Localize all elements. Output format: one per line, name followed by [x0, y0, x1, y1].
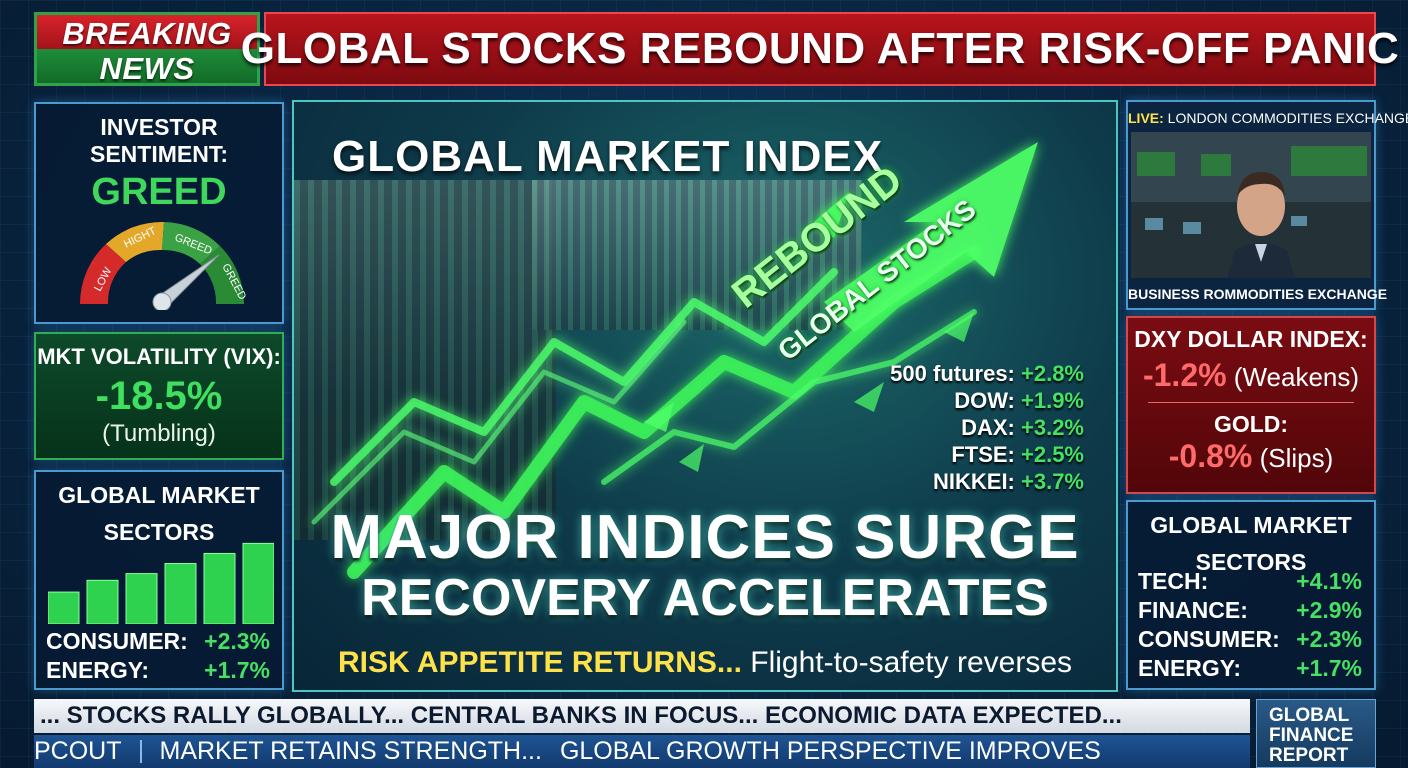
news-ticker-bottom: PCOUT MARKET RETAINS STRENGTH... GLOBAL … [34, 735, 1250, 768]
risk-appetite-line: RISK APPETITE RETURNS... Flight-to-safet… [292, 646, 1118, 680]
risk-highlight: RISK APPETITE RETURNS... [337, 646, 742, 679]
sentiment-title: INVESTOR SENTIMENT: [90, 114, 228, 167]
surge-headline-2: RECOVERY ACCELERATES [361, 569, 1049, 627]
sectors-right-title-1: GLOBAL MARKET [1150, 512, 1352, 538]
sector-value: +2.9% [1296, 597, 1362, 623]
brand-line: REPORT [1269, 745, 1349, 766]
ticker-separator [139, 740, 142, 763]
live-feed-panel: LIVE: LONDON COMMODITIES EXCHANGE BUSINE… [1126, 100, 1408, 310]
futures-label: NIKKEI: [933, 469, 1021, 494]
live-caption: LIVE: LONDON COMMODITIES EXCHANGE [1128, 110, 1408, 126]
sector-value: +2.3% [1296, 626, 1362, 652]
futures-label: DAX: [961, 415, 1021, 440]
futures-label: 500 futures: [890, 361, 1021, 386]
market-sectors-panel-right: GLOBAL MARKET SECTORS TECH: +4.1% FINANCE:… [1126, 500, 1376, 690]
brand-line: GLOBAL [1269, 705, 1350, 726]
brand-line: FINANCE [1269, 725, 1354, 746]
futures-row: DAX: +3.2% [870, 414, 1084, 441]
sector-row-energy-left: ENERGY: +1.7% [46, 657, 270, 684]
futures-value: +2.5% [1021, 442, 1084, 467]
sector-bar [125, 573, 158, 624]
surge-headline-1: MAJOR INDICES SURGE [330, 503, 1080, 572]
breaking-label: BREAKING [62, 16, 232, 51]
sector-value: +2.3% [204, 628, 270, 654]
futures-value: +3.2% [1021, 415, 1084, 440]
futures-row: FTSE: +2.5% [870, 441, 1084, 468]
sector-bar-chart [48, 542, 274, 624]
sector-bar [203, 552, 236, 624]
ticker-segment: MARKET RETAINS STRENGTH... [159, 737, 542, 765]
sectors-left-title-1: GLOBAL MARKET [58, 482, 260, 508]
gold-value: -0.8% [1168, 438, 1253, 474]
sector-row-right: ENERGY: +1.7% [1138, 655, 1362, 682]
divider [1148, 402, 1354, 403]
sector-value: +4.1% [1296, 568, 1362, 594]
sector-bar [242, 542, 274, 624]
market-sectors-panel-left: GLOBAL MARKET SECTORS CONSUMER: +2.3% EN… [34, 470, 284, 690]
futures-label: FTSE: [951, 442, 1021, 467]
vix-note: (Tumbling) [102, 420, 216, 447]
sector-label: CONSUMER: [46, 628, 188, 654]
volatility-panel: MKT VOLATILITY (VIX): -18.5% (Tumbling) [34, 332, 284, 460]
sectors-right-title-2: SECTORS [1195, 549, 1307, 575]
futures-list: 500 futures: +2.8% DOW: +1.9% DAX: +3.2% FT… [870, 360, 1084, 495]
headline-text: GLOBAL STOCKS REBOUND AFTER RISK-OFF PAN… [240, 24, 1400, 73]
sector-label: TECH: [1138, 568, 1209, 594]
sector-bar [164, 563, 197, 624]
presenter-image [1131, 132, 1371, 278]
gauge-needle [152, 254, 220, 310]
sentiment-gauge: LOW HIGHT GREED GREED [79, 221, 248, 310]
futures-value: +3.7% [1021, 469, 1084, 494]
risk-rest: Flight-to-safety reverses [750, 646, 1073, 679]
ticker-segment: GLOBAL GROWTH PERSPECTIVE IMPROVES [559, 737, 1101, 765]
futures-row: NIKKEI: +3.7% [870, 468, 1084, 495]
breaking-news-badge: BREAKING NEWS [34, 12, 260, 86]
live-bottom-caption: BUSINESS ROMMODITIES EXCHANGE [1128, 286, 1388, 302]
sector-label: FINANCE: [1138, 597, 1248, 623]
futures-value: +1.9% [1021, 388, 1084, 413]
vix-value: -18.5% [95, 374, 223, 418]
sentiment-value: GREED [91, 171, 227, 213]
news-ticker-top: ... STOCKS RALLY GLOBALLY... CENTRAL BAN… [34, 699, 1250, 733]
live-video-frame [1131, 132, 1371, 278]
sector-row-right: FINANCE: +2.9% [1138, 597, 1362, 624]
sector-row-right: TECH: +4.1% [1138, 568, 1362, 595]
dxy-value: -1.2% [1142, 357, 1227, 393]
gold-line: -0.8% (Slips) [1128, 438, 1374, 475]
sector-row-consumer-left: CONSUMER: +2.3% [46, 628, 270, 655]
sector-row-right: CONSUMER: +2.3% [1138, 626, 1362, 653]
global-market-index-panel: GLOBAL MARKET INDEX REBOUND GLOBAL STOCK… [292, 100, 1118, 692]
dollar-gold-panel: DXY DOLLAR INDEX: -1.2% (Weakens) GOLD: … [1126, 316, 1376, 494]
dxy-title: DXY DOLLAR INDEX: [1134, 326, 1368, 352]
dxy-line: -1.2% (Weakens) [1128, 357, 1374, 394]
vix-title: MKT VOLATILITY (VIX): [37, 344, 281, 369]
center-title: GLOBAL MARKET INDEX [332, 132, 884, 181]
futures-label: DOW: [954, 388, 1021, 413]
futures-row: 500 futures: +2.8% [870, 360, 1084, 387]
gold-note: (Slips) [1259, 443, 1334, 473]
sector-bar [48, 591, 80, 624]
sector-value: +1.7% [1296, 655, 1362, 681]
sector-bar [86, 579, 119, 624]
global-finance-report-logo: GLOBAL FINANCE REPORT [1256, 699, 1376, 768]
dxy-note: (Weakens) [1233, 362, 1360, 392]
headline-banner: GLOBAL STOCKS REBOUND AFTER RISK-OFF PAN… [241, 12, 1399, 86]
live-location: LONDON COMMODITIES EXCHANGE [1167, 110, 1408, 126]
ticker-segment: PCOUT [34, 737, 122, 765]
live-tag: LIVE: [1128, 110, 1164, 126]
rebound-arrows-graphic [311, 142, 1038, 579]
sectors-left-title-2: SECTORS [103, 519, 215, 545]
gold-title: GOLD: [1213, 411, 1289, 437]
sector-label: CONSUMER: [1138, 626, 1280, 652]
investor-sentiment-panel: INVESTOR SENTIMENT: GREED LOW HIGHT GREE… [34, 102, 284, 324]
sector-value: +1.7% [204, 657, 270, 683]
news-label: NEWS [99, 51, 195, 86]
sector-label: ENERGY: [46, 657, 150, 683]
futures-row: DOW: +1.9% [870, 387, 1084, 414]
futures-value: +2.8% [1021, 361, 1084, 386]
sector-label: ENERGY: [1138, 655, 1242, 681]
